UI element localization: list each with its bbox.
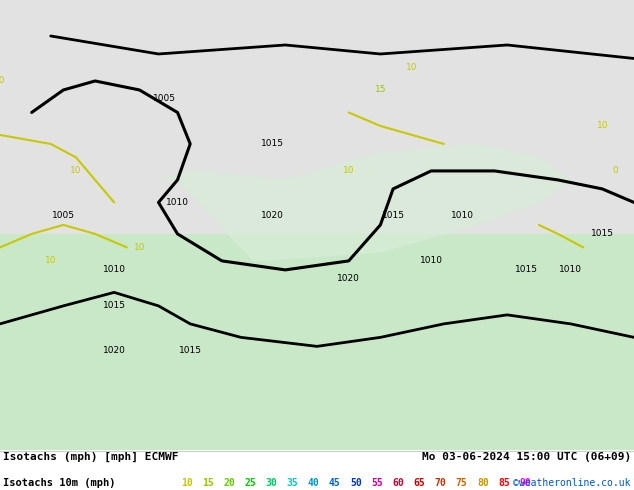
- Text: 10: 10: [181, 478, 193, 488]
- Text: 70: 70: [435, 478, 446, 488]
- Text: 75: 75: [456, 478, 468, 488]
- Text: 20: 20: [223, 478, 235, 488]
- Text: 1015: 1015: [515, 266, 538, 274]
- Text: 25: 25: [244, 478, 256, 488]
- Text: 1010: 1010: [166, 198, 189, 207]
- Text: 1005: 1005: [153, 95, 176, 103]
- Text: 15: 15: [375, 85, 386, 95]
- Text: 50: 50: [350, 478, 362, 488]
- Text: 1015: 1015: [179, 346, 202, 355]
- Bar: [0, 0, 634, 234]
- Text: 30: 30: [266, 478, 277, 488]
- Text: 15: 15: [202, 478, 214, 488]
- Text: 1005: 1005: [52, 211, 75, 220]
- Text: 0: 0: [612, 167, 618, 175]
- Text: 60: 60: [392, 478, 404, 488]
- Text: 1020: 1020: [103, 346, 126, 355]
- Text: 65: 65: [413, 478, 425, 488]
- Text: Isotachs (mph) [mph] ECMWF: Isotachs (mph) [mph] ECMWF: [3, 452, 179, 462]
- Text: 90: 90: [519, 478, 531, 488]
- Text: 40: 40: [308, 478, 320, 488]
- Text: 1015: 1015: [103, 301, 126, 310]
- Text: 80: 80: [477, 478, 489, 488]
- Text: 1020: 1020: [261, 211, 284, 220]
- Text: Isotachs 10m (mph): Isotachs 10m (mph): [3, 478, 115, 488]
- Text: ©weatheronline.co.uk: ©weatheronline.co.uk: [514, 478, 631, 488]
- Bar: [0, 234, 634, 450]
- Text: 1010: 1010: [451, 211, 474, 220]
- Text: 10: 10: [134, 243, 145, 252]
- Text: 10: 10: [70, 167, 82, 175]
- Text: 1020: 1020: [337, 274, 360, 283]
- Text: 35: 35: [287, 478, 299, 488]
- Text: 1010: 1010: [559, 266, 582, 274]
- Text: 1015: 1015: [591, 229, 614, 239]
- Polygon shape: [158, 144, 571, 261]
- Text: 1015: 1015: [382, 211, 404, 220]
- Text: 10: 10: [45, 256, 56, 266]
- Text: 45: 45: [329, 478, 340, 488]
- Text: 10: 10: [343, 167, 354, 175]
- Text: 55: 55: [372, 478, 383, 488]
- Text: 1010: 1010: [420, 256, 443, 266]
- Text: Mo 03-06-2024 15:00 UTC (06+09): Mo 03-06-2024 15:00 UTC (06+09): [422, 452, 631, 462]
- Text: 1010: 1010: [103, 266, 126, 274]
- Text: 85: 85: [498, 478, 510, 488]
- Text: 10: 10: [406, 63, 418, 72]
- Text: 10: 10: [0, 76, 6, 85]
- Text: 1015: 1015: [261, 140, 284, 148]
- Text: 10: 10: [597, 122, 608, 130]
